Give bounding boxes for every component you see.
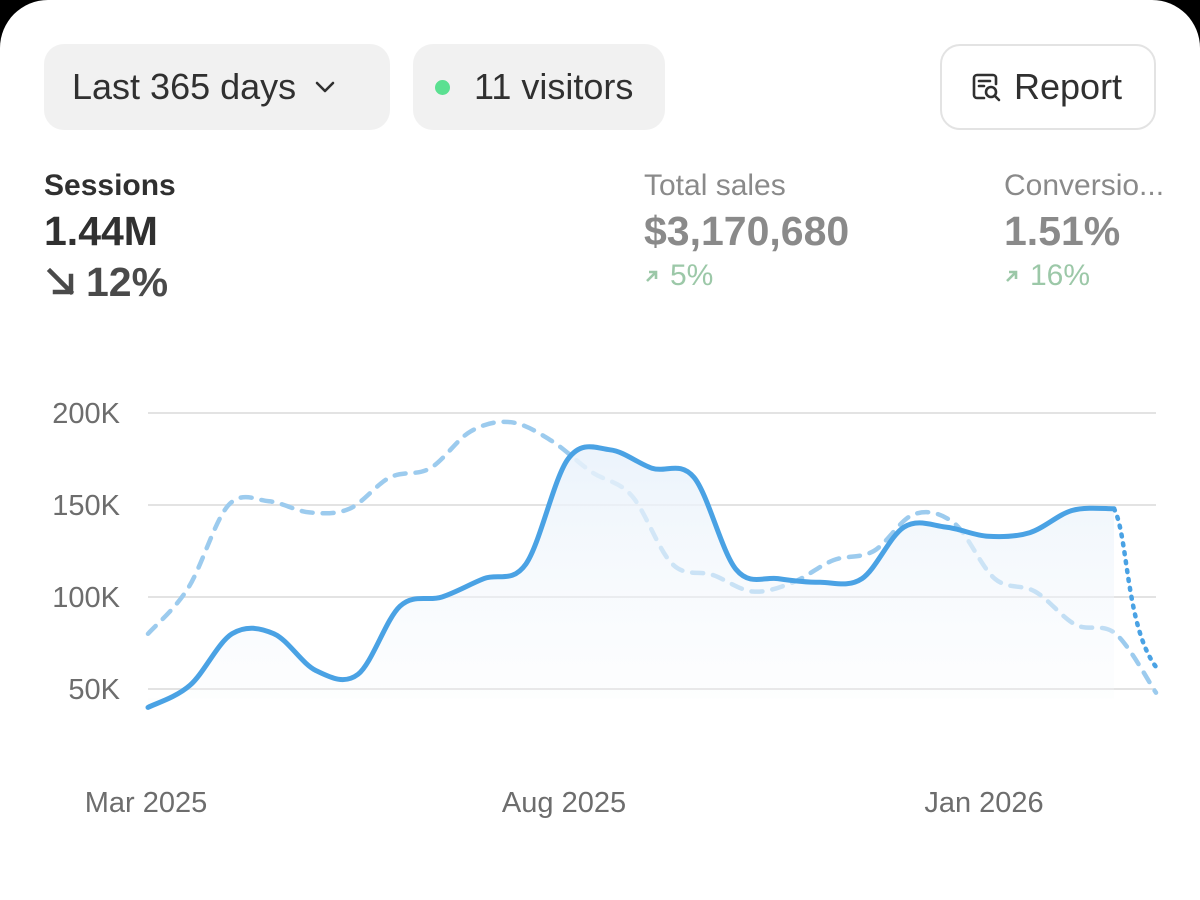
total-sales-change-value: 5%: [670, 259, 714, 292]
arrow-up-right-icon: [644, 268, 660, 284]
sessions-metric[interactable]: Sessions 1.44M 12%: [44, 168, 176, 306]
conversion-label: Conversio...: [1004, 169, 1165, 202]
y-tick-label: 50K: [68, 674, 120, 706]
arrow-up-right-icon: [1004, 268, 1020, 284]
current-period-line: [145, 444, 1117, 710]
x-tick-label: Jan 2026: [924, 787, 1043, 819]
report-label: Report: [1014, 66, 1123, 107]
conversion-change: 16%: [1004, 258, 1164, 294]
sessions-value: 1.44M: [44, 208, 158, 254]
report-search-icon: [970, 71, 1002, 103]
conversion-metric[interactable]: Conversio... 1.51% 16%: [1004, 168, 1164, 294]
conversion-value: 1.51%: [1004, 208, 1121, 254]
y-tick-label: 150K: [52, 490, 120, 522]
y-tick-label: 100K: [52, 582, 120, 614]
live-visitors-button[interactable]: 11 visitors: [413, 44, 665, 130]
live-status-dot-icon: [435, 79, 450, 95]
x-tick-label: Aug 2025: [502, 787, 626, 819]
current-period-area: [148, 446, 1114, 708]
y-tick-label: 200K: [52, 398, 120, 430]
visitors-label: 11 visitors: [474, 66, 634, 107]
total-sales-label: Total sales: [644, 169, 786, 202]
conversion-change-value: 16%: [1030, 259, 1091, 292]
current-period-partial-line: [1111, 506, 1159, 670]
sessions-label: Sessions: [44, 169, 176, 202]
date-range-dropdown[interactable]: Last 365 days: [44, 44, 390, 130]
chevron-down-icon: [314, 80, 336, 94]
date-range-label: Last 365 days: [72, 66, 297, 107]
sessions-change-value: 12%: [86, 259, 169, 305]
total-sales-value: $3,170,680: [644, 208, 850, 254]
report-button[interactable]: Report: [940, 44, 1156, 130]
x-tick-label: Mar 2025: [85, 787, 208, 819]
total-sales-change: 5%: [644, 258, 849, 294]
arrow-down-right-icon: [44, 265, 78, 299]
sessions-chart[interactable]: 200K 150K 100K 50K Mar 2025 Aug 2025 Jan 2026: [0, 360, 1200, 840]
total-sales-metric[interactable]: Total sales $3,170,680 5%: [644, 168, 849, 294]
sessions-change: 12%: [44, 258, 176, 306]
